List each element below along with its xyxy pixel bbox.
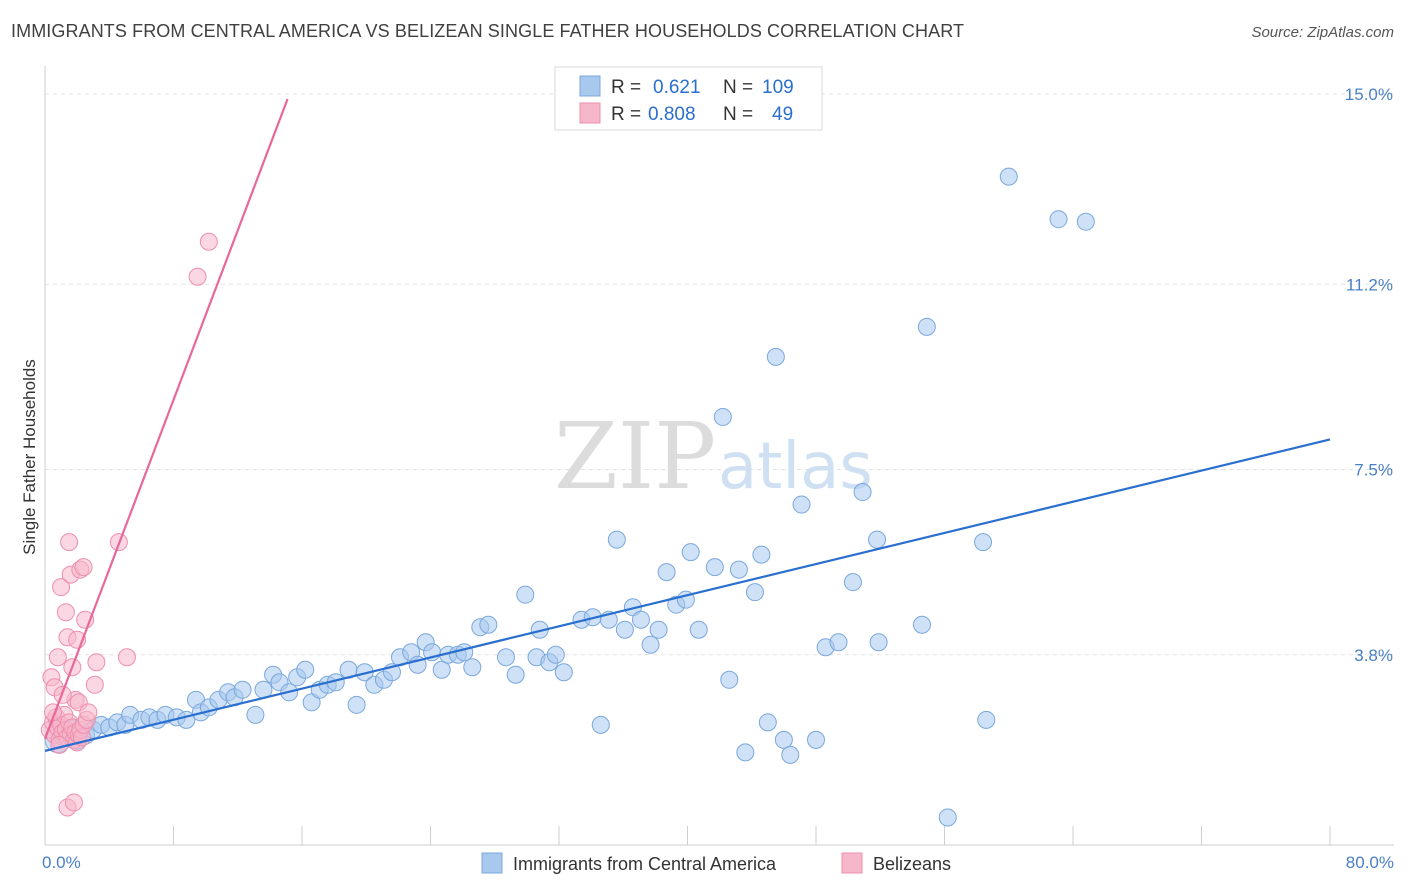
legend: Immigrants from Central America Belizean…: [481, 852, 951, 874]
point-immigrants: [347, 695, 366, 714]
stats-n-label-pink: N =: [723, 104, 753, 125]
y-axis-title: Single Father Households: [20, 359, 39, 555]
point-immigrants: [869, 633, 888, 652]
point-belizeans: [74, 558, 93, 577]
point-belizeans: [199, 232, 218, 251]
point-belizeans: [188, 267, 207, 286]
point-immigrants: [977, 710, 996, 729]
point-immigrants: [689, 620, 708, 639]
point-immigrants: [745, 583, 764, 602]
legend-swatch-belizeans: [841, 852, 863, 874]
point-immigrants: [781, 745, 800, 764]
stats-r-value-blue: 0.621: [653, 77, 701, 98]
point-immigrants: [296, 660, 315, 679]
point-immigrants: [615, 620, 634, 639]
legend-swatch-immigrants: [481, 852, 503, 874]
point-belizeans: [117, 648, 136, 667]
point-belizeans: [56, 603, 75, 622]
point-immigrants: [432, 660, 451, 679]
point-immigrants: [766, 347, 785, 366]
stats-r-value-pink: 0.808: [648, 104, 696, 125]
point-immigrants: [607, 530, 626, 549]
point-immigrants: [917, 317, 936, 336]
stats-swatch-pink: [579, 102, 601, 124]
point-immigrants: [913, 615, 932, 634]
point-immigrants: [974, 533, 993, 552]
point-belizeans: [48, 648, 67, 667]
point-immigrants: [631, 610, 650, 629]
point-immigrants: [853, 483, 872, 502]
point-immigrants: [705, 558, 724, 577]
source-credit: Source: ZipAtlas.com: [1251, 24, 1394, 41]
watermark: ZIP atlas: [554, 403, 873, 510]
stats-r-label-blue: R =: [611, 77, 641, 98]
point-immigrants: [736, 743, 755, 762]
point-immigrants: [641, 635, 660, 654]
point-immigrants: [496, 648, 515, 667]
point-belizeans: [60, 533, 79, 552]
legend-label-belizeans: Belizeans: [873, 854, 951, 874]
point-immigrants: [729, 560, 748, 579]
point-belizeans: [52, 578, 71, 597]
point-immigrants: [554, 663, 573, 682]
point-belizeans: [79, 703, 98, 722]
point-immigrants: [479, 615, 498, 634]
point-immigrants: [868, 530, 887, 549]
y-tick-label: 7.5%: [1354, 461, 1393, 480]
point-immigrants: [681, 543, 700, 562]
trend-line-immigrants: [44, 438, 1331, 752]
stats-n-value-blue: 109: [762, 77, 794, 98]
y-tick-label: 15.0%: [1345, 85, 1393, 104]
stats-n-value-pink: 49: [772, 104, 793, 125]
y-tick-label: 11.2%: [1346, 275, 1393, 294]
point-immigrants: [758, 713, 777, 732]
point-immigrants: [807, 730, 825, 749]
point-immigrants: [657, 563, 676, 582]
point-belizeans: [87, 653, 106, 672]
chart-title: IMMIGRANTS FROM CENTRAL AMERICA VS BELIZ…: [11, 21, 965, 41]
trend-line-belizeans: [43, 98, 289, 740]
point-immigrants: [843, 573, 862, 592]
point-immigrants: [774, 730, 793, 749]
point-immigrants: [246, 705, 265, 724]
point-belizeans: [64, 793, 83, 812]
point-immigrants: [516, 585, 535, 604]
point-immigrants: [713, 407, 732, 426]
point-immigrants: [1076, 212, 1095, 231]
stats-n-label-blue: N =: [723, 77, 753, 98]
stats-box: R = 0.621 N = 109 R = 0.808 N = 49: [554, 66, 823, 131]
watermark-zip: ZIP: [554, 403, 716, 510]
point-immigrants: [938, 808, 957, 827]
point-immigrants: [1049, 210, 1068, 229]
point-immigrants: [792, 495, 811, 514]
point-immigrants: [752, 545, 771, 564]
trend-lines: [43, 98, 1331, 752]
stats-r-label-pink: R =: [611, 104, 641, 125]
point-immigrants: [463, 658, 482, 677]
point-immigrants: [546, 645, 565, 664]
point-immigrants: [999, 167, 1018, 186]
point-immigrants: [455, 643, 474, 662]
point-immigrants: [506, 665, 525, 684]
series-belizeans-points: [40, 232, 218, 817]
point-immigrants: [649, 620, 668, 639]
stats-swatch-blue: [579, 75, 601, 97]
y-tick-label: 3.8%: [1354, 646, 1393, 665]
point-immigrants: [829, 633, 848, 652]
x-tick-label-left: 0.0%: [42, 853, 81, 872]
x-tick-label-right: 80.0%: [1346, 853, 1394, 872]
point-immigrants: [720, 670, 739, 689]
watermark-atlas: atlas: [718, 430, 873, 504]
point-belizeans: [85, 675, 104, 694]
point-immigrants: [233, 680, 252, 699]
point-immigrants: [591, 715, 610, 734]
y-tick-labels: 3.8% 7.5% 11.2% 15.0%: [1345, 85, 1393, 665]
legend-label-immigrants: Immigrants from Central America: [513, 854, 777, 874]
